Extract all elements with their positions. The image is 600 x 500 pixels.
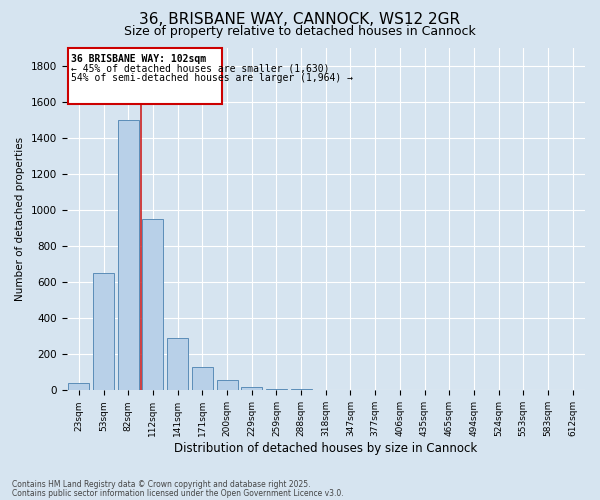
Text: 54% of semi-detached houses are larger (1,964) →: 54% of semi-detached houses are larger (… (71, 73, 353, 83)
Bar (192, 367, 213, 390)
Bar (68, 48, 222, 104)
Text: 36, BRISBANE WAY, CANNOCK, WS12 2GR: 36, BRISBANE WAY, CANNOCK, WS12 2GR (139, 12, 461, 28)
Text: 36 BRISBANE WAY: 102sqm: 36 BRISBANE WAY: 102sqm (71, 54, 206, 64)
Bar (118, 120, 139, 390)
Bar (167, 338, 188, 390)
Bar (142, 219, 163, 390)
Text: Size of property relative to detached houses in Cannock: Size of property relative to detached ho… (124, 25, 476, 38)
Bar (93, 273, 114, 390)
Bar (241, 386, 262, 390)
Bar (68, 383, 89, 390)
Text: Contains public sector information licensed under the Open Government Licence v3: Contains public sector information licen… (12, 488, 344, 498)
Y-axis label: Number of detached properties: Number of detached properties (15, 137, 25, 301)
Text: ← 45% of detached houses are smaller (1,630): ← 45% of detached houses are smaller (1,… (71, 64, 329, 74)
X-axis label: Distribution of detached houses by size in Cannock: Distribution of detached houses by size … (174, 442, 478, 455)
Bar (217, 380, 238, 390)
Text: Contains HM Land Registry data © Crown copyright and database right 2025.: Contains HM Land Registry data © Crown c… (12, 480, 311, 489)
